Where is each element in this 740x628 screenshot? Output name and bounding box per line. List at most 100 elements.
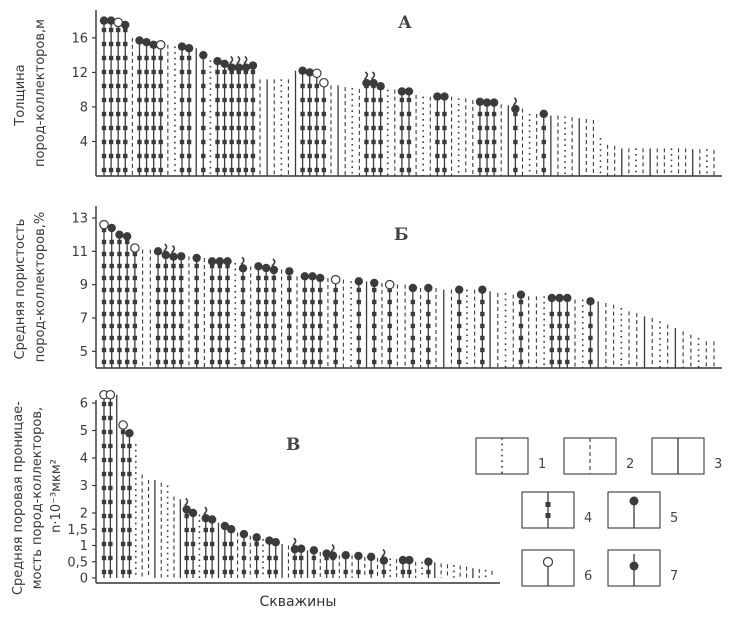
interval-square xyxy=(225,335,230,341)
legend: 1 2 3 4 5 6 7 xyxy=(475,437,722,587)
interval-square xyxy=(155,275,161,281)
interval-square xyxy=(101,335,107,341)
interval-square xyxy=(115,27,121,33)
interval-square xyxy=(256,287,261,293)
interval-square xyxy=(124,287,130,293)
filled-circle-marker xyxy=(376,82,385,91)
filled-circle-marker xyxy=(223,257,232,266)
interval-square xyxy=(356,299,362,305)
interval-square xyxy=(108,125,114,131)
interval-square xyxy=(179,299,184,305)
interval-square xyxy=(435,125,440,131)
interval-square xyxy=(120,569,126,575)
interval-square xyxy=(184,541,189,547)
interval-square xyxy=(123,83,128,89)
legend-square xyxy=(545,502,551,507)
filled-circle-marker xyxy=(121,20,130,30)
interval-square xyxy=(364,167,369,173)
interval-square xyxy=(356,311,362,317)
interval-square xyxy=(263,335,269,341)
interval-square xyxy=(307,83,312,89)
interval-square xyxy=(287,347,292,353)
filled-circle-marker xyxy=(475,97,485,106)
filled-circle-marker xyxy=(424,557,433,566)
filled-circle-marker xyxy=(433,92,442,101)
interval-square xyxy=(387,311,392,317)
interval-square xyxy=(484,153,490,159)
svg-text:Толщина пород-коллекторо: Толщина пород-коллекторов,м xyxy=(13,19,48,167)
interval-square xyxy=(292,569,298,575)
interval-square xyxy=(215,167,220,173)
interval-square xyxy=(236,125,241,131)
filled-circle-marker xyxy=(153,247,163,256)
interval-square xyxy=(240,359,246,365)
interval-square xyxy=(108,429,113,435)
interval-square xyxy=(484,111,490,117)
interval-square xyxy=(155,359,161,365)
interval-square xyxy=(179,275,184,281)
y-tick-label: 4 xyxy=(80,452,88,467)
filled-circle-marker xyxy=(107,223,116,233)
interval-square xyxy=(241,569,247,575)
interval-square xyxy=(229,97,234,103)
interval-square xyxy=(588,311,593,317)
interval-square xyxy=(236,83,241,89)
interval-square xyxy=(137,55,142,61)
interval-square xyxy=(477,167,483,173)
interval-square xyxy=(194,335,199,341)
interval-square xyxy=(426,323,431,329)
filled-circle-marker xyxy=(379,556,389,565)
filled-circle-marker xyxy=(563,293,572,303)
interval-square xyxy=(456,359,462,365)
filled-circle-marker xyxy=(398,555,408,565)
filled-circle-marker xyxy=(220,521,230,531)
interval-square xyxy=(356,347,362,353)
interval-square xyxy=(356,323,362,329)
interval-square xyxy=(155,323,161,329)
interval-square xyxy=(108,541,113,547)
interval-square xyxy=(179,347,184,353)
filled-circle-marker xyxy=(192,253,201,263)
filled-circle-marker xyxy=(482,98,492,107)
y-tick-label: 12 xyxy=(71,66,88,81)
interval-square xyxy=(209,555,215,561)
interval-square xyxy=(250,69,256,75)
interval-square xyxy=(549,311,555,317)
interval-square xyxy=(115,139,121,145)
filled-circle-marker xyxy=(220,59,229,68)
interval-square xyxy=(124,275,130,281)
interval-square xyxy=(127,471,132,477)
interval-square xyxy=(144,167,149,173)
panel-b-title: Б xyxy=(394,225,409,245)
interval-square xyxy=(127,443,132,449)
interval-square xyxy=(124,263,130,269)
interval-square xyxy=(101,429,107,435)
filled-circle-marker xyxy=(440,92,449,101)
interval-square xyxy=(243,83,249,89)
interval-square xyxy=(179,139,185,145)
interval-square xyxy=(229,541,234,547)
interval-square xyxy=(171,347,176,353)
interval-square xyxy=(109,275,114,281)
filled-circle-marker xyxy=(213,57,222,66)
interval-square xyxy=(209,541,215,547)
interval-square xyxy=(302,287,307,293)
interval-square xyxy=(117,239,122,245)
interval-square xyxy=(179,83,185,89)
interval-square xyxy=(518,335,524,341)
interval-square xyxy=(229,569,234,575)
filled-circle-marker xyxy=(354,277,364,286)
interval-square xyxy=(250,111,256,117)
interval-square xyxy=(273,569,278,575)
interval-square xyxy=(201,111,206,117)
y-tick-label: 1 xyxy=(80,539,88,554)
panel-a-ylabel-line2: пород-коллекторов,м xyxy=(33,19,48,167)
y-tick-label: 4 xyxy=(80,135,88,150)
filled-circle-marker xyxy=(207,257,217,266)
interval-square xyxy=(273,555,278,561)
interval-square xyxy=(356,335,362,341)
interval-square xyxy=(209,335,215,341)
interval-square xyxy=(406,139,412,145)
filled-circle-marker xyxy=(239,529,249,539)
interval-square xyxy=(435,153,440,159)
